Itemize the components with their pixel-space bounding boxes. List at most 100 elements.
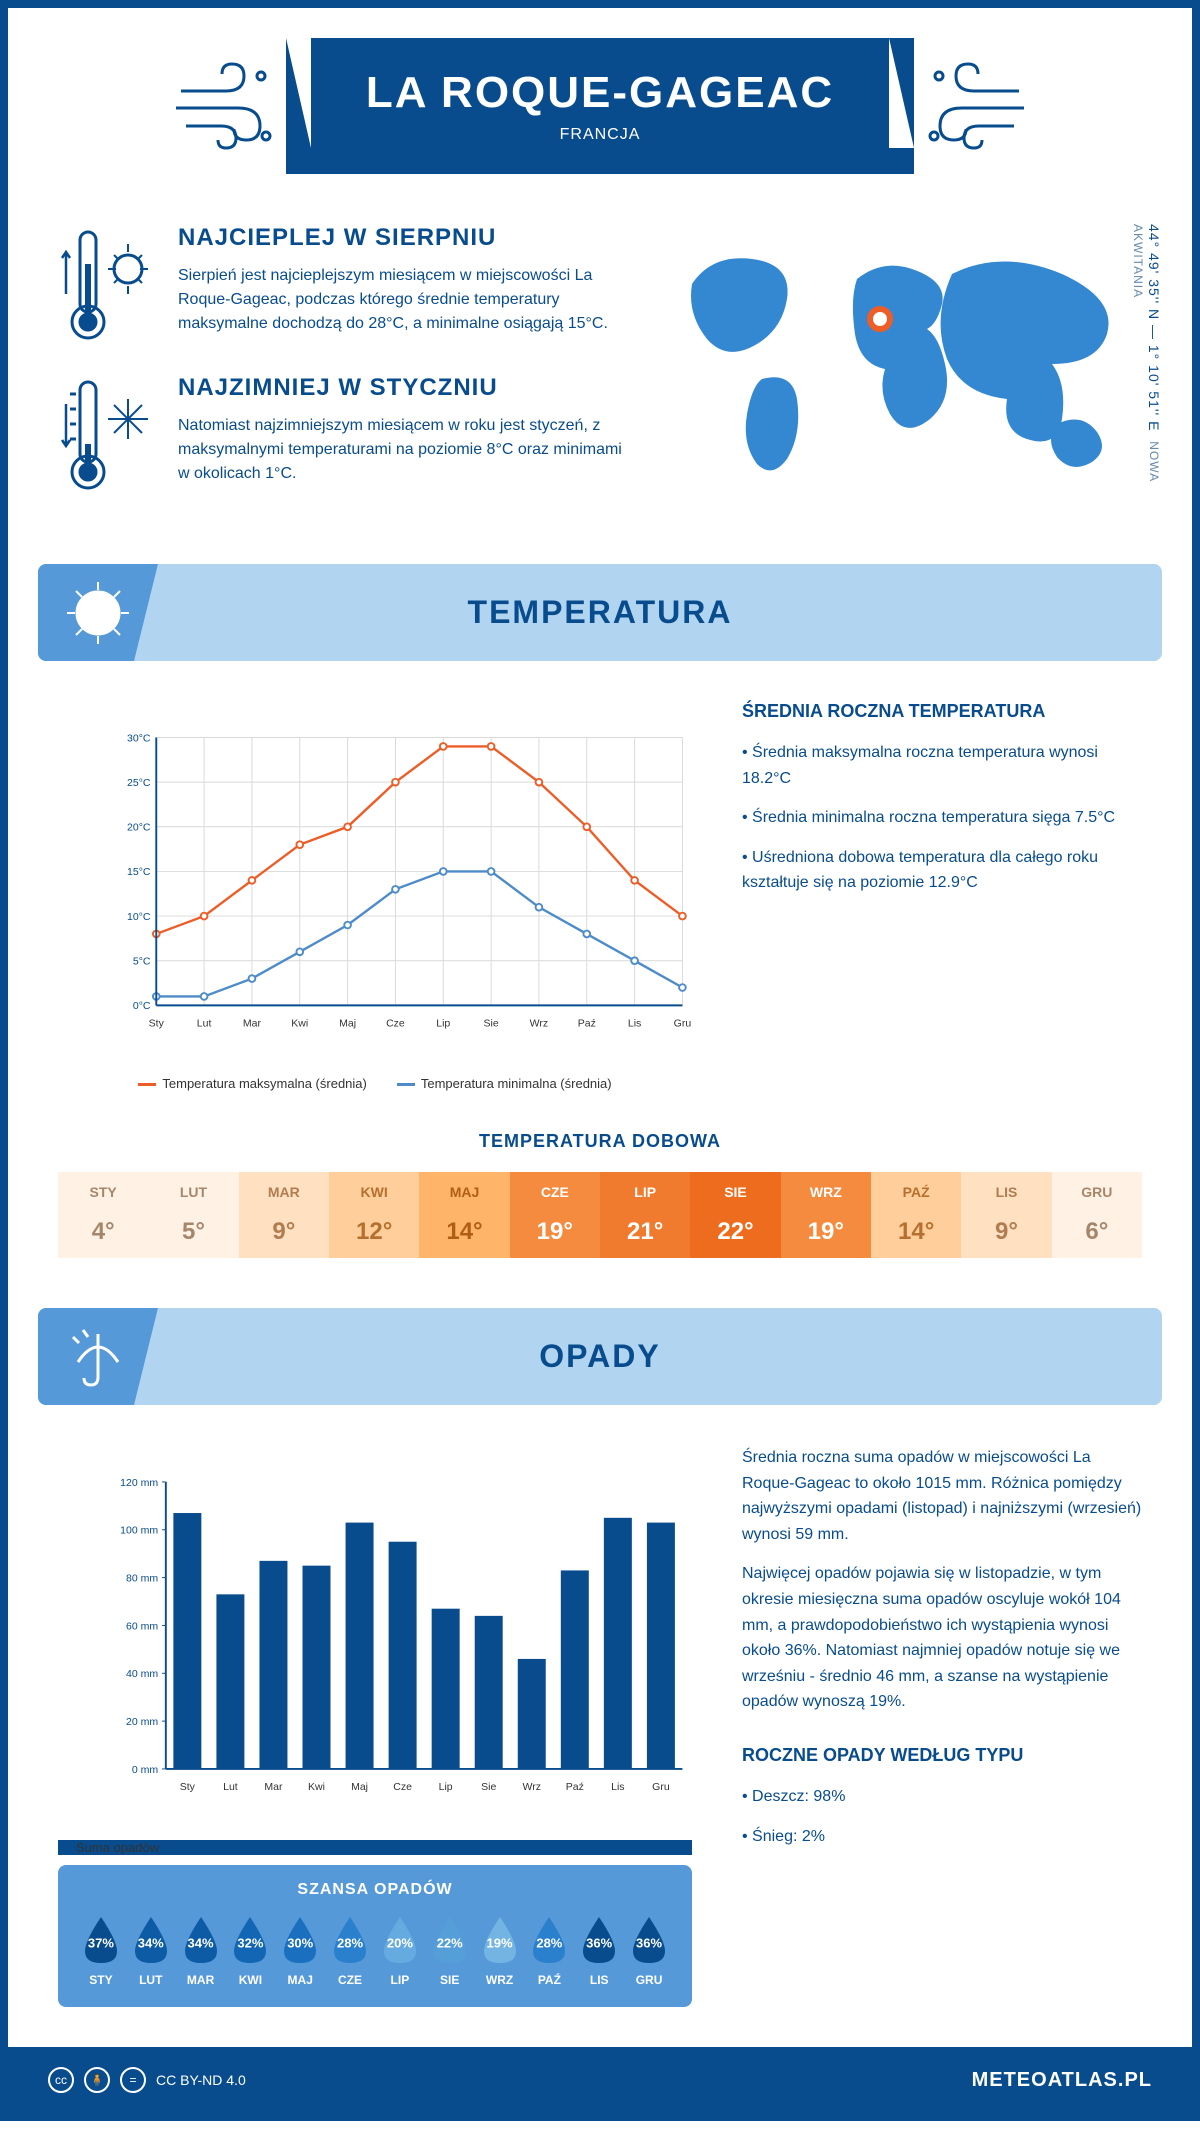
sun-icon (38, 564, 158, 661)
coldest-block: NAJZIMNIEJ W STYCZNIU Natomiast najzimni… (58, 374, 622, 494)
precip-annual-item: Deszcz: 98% (742, 1784, 1142, 1810)
svg-text:Gru: Gru (674, 1017, 692, 1029)
svg-text:0°C: 0°C (133, 1000, 151, 1012)
coldest-title: NAJZIMNIEJ W STYCZNIU (178, 374, 622, 402)
wind-icon (166, 56, 286, 156)
svg-text:0 mm: 0 mm (132, 1764, 159, 1776)
hottest-block: NAJCIEPLEJ W SIERPNIU Sierpień jest najc… (58, 224, 622, 344)
site-name: METEOATLAS.PL (972, 2069, 1152, 2092)
svg-text:Kwi: Kwi (291, 1017, 308, 1029)
license-text: CC BY-ND 4.0 (156, 2072, 246, 2088)
daily-temp-cell: CZE19° (510, 1172, 600, 1258)
svg-text:120 mm: 120 mm (120, 1477, 158, 1489)
precip-chance-section: SZANSA OPADÓW 37%STY34%LUT34%MAR32%KWI30… (58, 1865, 692, 2007)
precip-annual-item: Śnieg: 2% (742, 1824, 1142, 1850)
svg-text:Maj: Maj (351, 1781, 368, 1793)
cc-icon: cc (48, 2067, 74, 2093)
daily-temp-cell: MAJ14° (419, 1172, 509, 1258)
svg-text:25°C: 25°C (127, 777, 151, 789)
umbrella-icon (38, 1308, 158, 1405)
nd-icon: = (120, 2067, 146, 2093)
temperature-line-chart: 0°C5°C10°C15°C20°C25°C30°CStyLutMarKwiMa… (118, 701, 692, 1061)
svg-text:Sty: Sty (180, 1781, 196, 1793)
section-temperature: TEMPERATURA (38, 564, 1162, 661)
daily-temp-cell: WRZ19° (781, 1172, 871, 1258)
svg-text:10°C: 10°C (127, 911, 151, 923)
wind-icon (914, 56, 1034, 156)
precip-annual-list: Deszcz: 98% Śnieg: 2% (742, 1784, 1142, 1849)
location-title: LA ROQUE-GAGEAC (366, 68, 834, 118)
header: LA ROQUE-GAGEAC FRANCJA (8, 8, 1192, 224)
drop-item: 19%WRZ (477, 1913, 523, 1987)
drop-item: 34%LUT (128, 1913, 174, 1987)
country-label: FRANCJA (366, 126, 834, 144)
by-icon: 🧍 (84, 2067, 110, 2093)
daily-temp-cell: STY4° (58, 1172, 148, 1258)
drop-item: 28%CZE (327, 1913, 373, 1987)
svg-text:100 mm: 100 mm (120, 1525, 158, 1537)
daily-temp-cell: PAŹ14° (871, 1172, 961, 1258)
svg-text:15°C: 15°C (127, 866, 151, 878)
svg-text:Sty: Sty (149, 1017, 165, 1029)
svg-text:Wrz: Wrz (523, 1781, 542, 1793)
title-ribbon: LA ROQUE-GAGEAC FRANCJA (286, 38, 914, 174)
drop-item: 34%MAR (178, 1913, 224, 1987)
svg-text:Lut: Lut (223, 1781, 238, 1793)
svg-text:80 mm: 80 mm (126, 1572, 158, 1584)
daily-temp-cell: KWI12° (329, 1172, 419, 1258)
svg-text:Mar: Mar (264, 1781, 283, 1793)
daily-temp-cell: LIS9° (961, 1172, 1051, 1258)
annual-temp-item: Uśredniona dobowa temperatura dla całego… (742, 845, 1142, 896)
annual-temp-item: Średnia minimalna roczna temperatura się… (742, 805, 1142, 831)
svg-text:30°C: 30°C (127, 732, 151, 744)
svg-text:Maj: Maj (339, 1017, 356, 1029)
thermometer-hot-icon (58, 224, 158, 344)
svg-text:Cze: Cze (386, 1017, 405, 1029)
precip-annual-title: ROCZNE OPADY WEDŁUG TYPU (742, 1745, 1142, 1766)
daily-temp-cell: LIP21° (600, 1172, 690, 1258)
svg-text:20°C: 20°C (127, 822, 151, 834)
svg-text:Paź: Paź (566, 1781, 584, 1793)
drop-item: 37%STY (78, 1913, 124, 1987)
thermometer-cold-icon (58, 374, 158, 494)
precip-chart-legend: Suma opadów (58, 1840, 692, 1855)
drop-item: 20%LIP (377, 1913, 423, 1987)
drop-item: 28%PAŹ (526, 1913, 572, 1987)
svg-text:20 mm: 20 mm (126, 1716, 158, 1728)
svg-text:Sie: Sie (483, 1017, 498, 1029)
svg-text:Lip: Lip (439, 1781, 453, 1793)
svg-text:Gru: Gru (652, 1781, 670, 1793)
annual-temp-list: Średnia maksymalna roczna temperatura wy… (742, 740, 1142, 896)
svg-text:Sie: Sie (481, 1781, 496, 1793)
svg-text:40 mm: 40 mm (126, 1668, 158, 1680)
annual-temp-title: ŚREDNIA ROCZNA TEMPERATURA (742, 701, 1142, 722)
annual-temp-item: Średnia maksymalna roczna temperatura wy… (742, 740, 1142, 791)
coldest-text: Natomiast najzimniejszym miesiącem w rok… (178, 414, 622, 486)
daily-temp-cell: LUT5° (148, 1172, 238, 1258)
section-precip: OPADY (38, 1308, 1162, 1405)
drop-item: 30%MAJ (277, 1913, 323, 1987)
precip-text-1: Średnia roczna suma opadów w miejscowośc… (742, 1445, 1142, 1547)
daily-temp-grid: STY4°LUT5°MAR9°KWI12°MAJ14°CZE19°LIP21°S… (58, 1172, 1142, 1258)
svg-text:Kwi: Kwi (308, 1781, 325, 1793)
svg-text:Paź: Paź (578, 1017, 596, 1029)
svg-text:Cze: Cze (393, 1781, 412, 1793)
drop-item: 22%SIE (427, 1913, 473, 1987)
svg-text:Lis: Lis (611, 1781, 624, 1793)
temp-chart-legend: Temperatura maksymalna (średnia) Tempera… (58, 1076, 692, 1091)
svg-text:Mar: Mar (243, 1017, 262, 1029)
svg-text:Wrz: Wrz (530, 1017, 549, 1029)
drop-item: 32%KWI (227, 1913, 273, 1987)
precip-text-2: Najwięcej opadów pojawia się w listopadz… (742, 1561, 1142, 1715)
footer: cc 🧍 = CC BY-ND 4.0 METEOATLAS.PL (8, 2047, 1192, 2113)
svg-text:60 mm: 60 mm (126, 1620, 158, 1632)
svg-text:Lis: Lis (628, 1017, 641, 1029)
daily-temp-cell: GRU6° (1052, 1172, 1142, 1258)
drop-item: 36%GRU (626, 1913, 672, 1987)
world-map: 44° 49' 35'' N — 1° 10' 51'' E NOWA AKWI… (662, 224, 1142, 524)
daily-temp-title: TEMPERATURA DOBOWA (58, 1131, 1142, 1152)
precip-bar-chart: 0 mm 20 mm 40 mm 60 mm 80 mm 100 mm 120 mm Sty L… (118, 1445, 692, 1825)
svg-text:Lip: Lip (436, 1017, 450, 1029)
drop-item: 36%LIS (576, 1913, 622, 1987)
coordinates: 44° 49' 35'' N — 1° 10' 51'' E NOWA AKWI… (1130, 224, 1162, 524)
